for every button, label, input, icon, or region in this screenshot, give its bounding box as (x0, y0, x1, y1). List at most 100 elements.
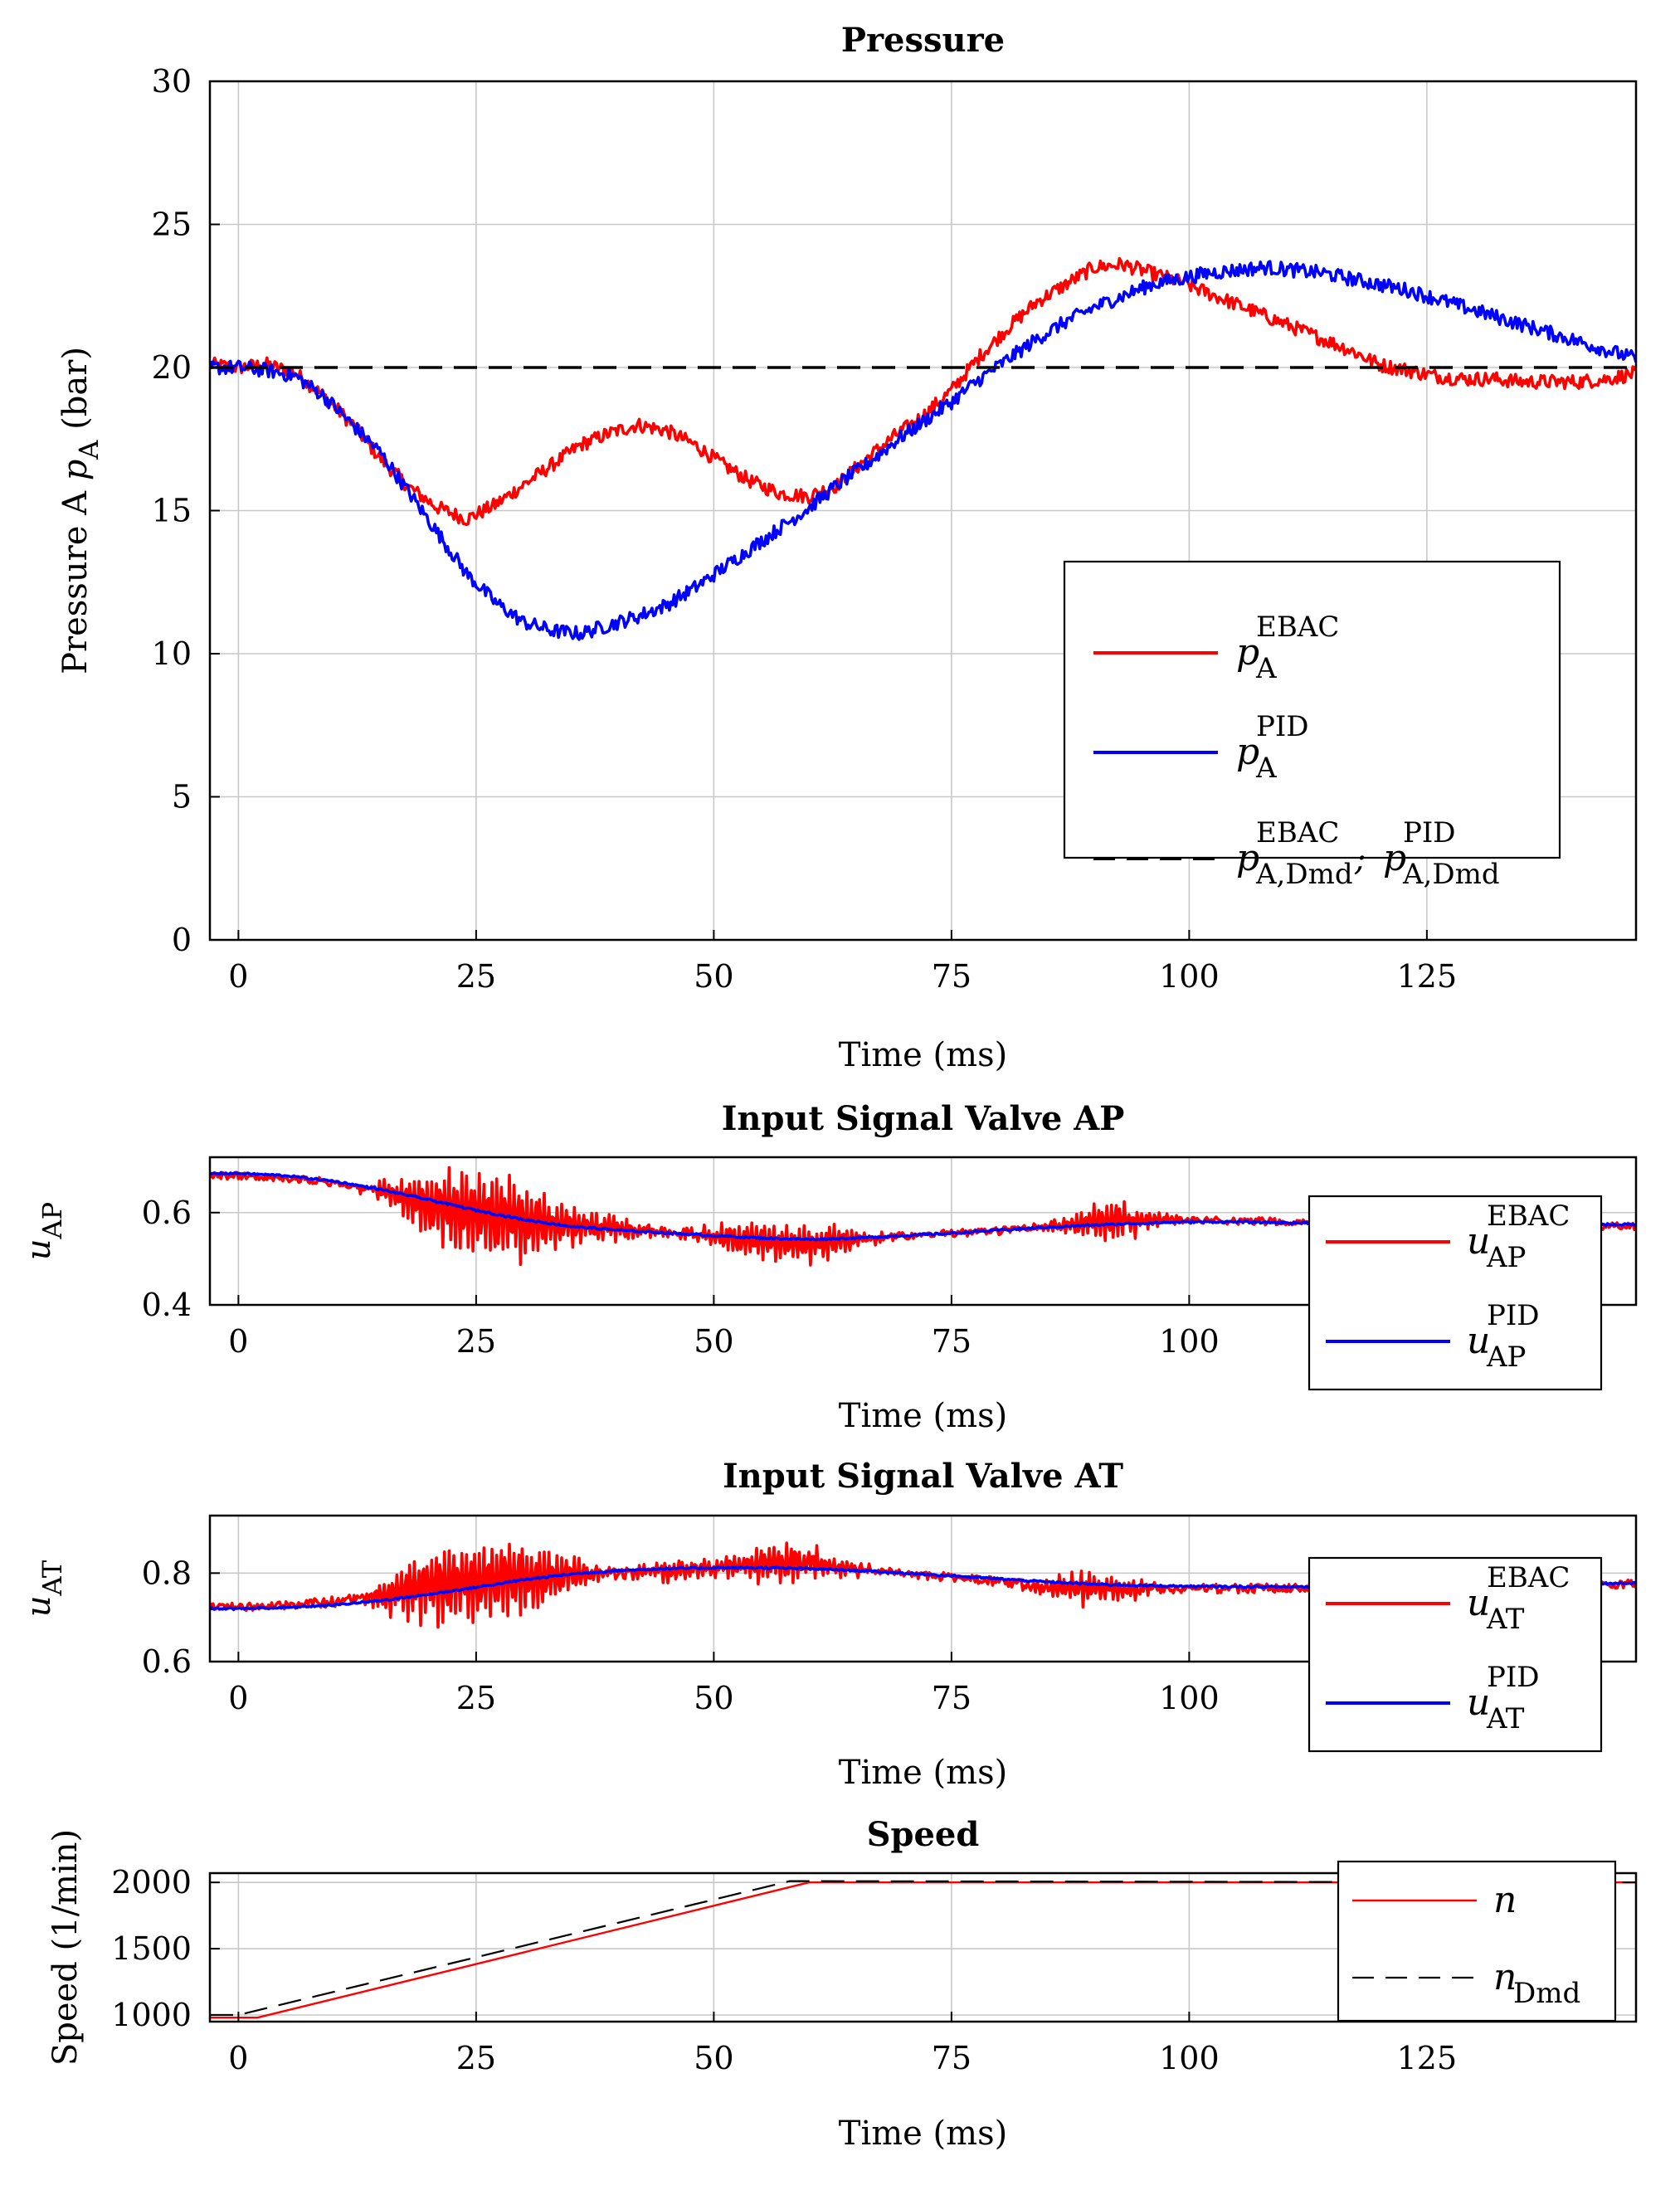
x-tick-label: 50 (694, 2040, 733, 2076)
x-axis-label: Time (ms) (839, 1754, 1007, 1792)
x-tick-label: 75 (932, 1680, 971, 1716)
x-tick-label: 125 (1397, 958, 1458, 995)
plot-frame (208, 1514, 1638, 1663)
x-tick-label: 0 (228, 2040, 248, 2076)
x-tick-label: 25 (456, 1680, 496, 1716)
y-axis-label: Pressure A pA (bar) (56, 347, 105, 674)
legend-variable: p (1383, 837, 1406, 879)
legend-superscript: EBAC (1487, 1200, 1570, 1233)
x-tick-label: 25 (456, 1323, 496, 1360)
legend-variable: u (1467, 1220, 1490, 1263)
plot-frame (208, 1871, 1638, 2023)
y-tick-label: 0.6 (142, 1643, 192, 1680)
y-tick-label: 20 (152, 349, 192, 386)
y-tick-label: 25 (152, 207, 192, 243)
x-tick-label: 75 (932, 958, 971, 995)
legend-variable: p (1236, 731, 1259, 773)
legend-box (1337, 1860, 1617, 2022)
y-tick-label: 0.8 (142, 1555, 192, 1591)
y-axis-label: uAT (20, 1560, 68, 1617)
legend-entry: uPID AT (1467, 1661, 1540, 1735)
chart-title: Pressure (841, 21, 1005, 60)
chart-title: Input Signal Valve AT (723, 1457, 1123, 1496)
x-tick-label: 100 (1159, 1680, 1220, 1716)
y-tick-label: 5 (172, 779, 192, 815)
legend-superscript: PID (1487, 1299, 1540, 1332)
x-tick-label: 0 (228, 1680, 248, 1716)
legend-box (1307, 1195, 1603, 1391)
x-axis-label: Time (ms) (839, 1397, 1007, 1435)
y-label-text: Speed (1/min) (46, 1829, 85, 2066)
legend-separator: ; (1354, 840, 1366, 878)
legend-entry: uPID AP (1467, 1299, 1540, 1374)
legend-variable: u (1467, 1582, 1490, 1624)
chart-title: Input Signal Valve AP (722, 1099, 1125, 1138)
y-label-unit: (bar) (56, 347, 95, 440)
y-tick-label: 15 (152, 493, 192, 529)
y-tick-label: 30 (152, 63, 192, 100)
x-axis-label: Time (ms) (839, 1036, 1007, 1074)
y-tick-label: 0.6 (142, 1195, 192, 1231)
y-tick-label: 10 (152, 635, 192, 672)
x-tick-label: 100 (1159, 958, 1220, 995)
legend-entry: uEBAC AP (1467, 1200, 1570, 1274)
legend-variable: n (1493, 1956, 1517, 1998)
legend-subscript: A,Dmd (1255, 858, 1353, 891)
legend-superscript: EBAC (1487, 1561, 1570, 1594)
legend-superscript: PID (1256, 710, 1309, 743)
legend-subscript: AT (1486, 1702, 1525, 1735)
legend-variable: u (1467, 1682, 1490, 1724)
chart-valve-ap: Input Signal Valve AP 0 25 50 75 100 0.4 0.6 Tim… (20, 1099, 1638, 1435)
y-label-variable: u (20, 1239, 58, 1260)
y-tick-label: 0.4 (142, 1287, 192, 1323)
x-tick-label: 50 (694, 1680, 733, 1716)
legend-variable: n (1493, 1879, 1517, 1921)
y-label-subscript: AP (37, 1202, 68, 1240)
x-tick-label: 75 (932, 2040, 971, 2076)
chart-valve-at: Input Signal Valve AT 0 25 50 75 100 0.6 0.8 Tim… (20, 1457, 1638, 1792)
legend-superscript: EBAC (1256, 816, 1339, 849)
series-group (210, 1880, 1636, 2019)
legend-entry: pEBAC A (1236, 611, 1339, 685)
plot-frame (208, 1156, 1638, 1307)
y-tick-label: 1500 (111, 1930, 192, 1967)
y-axis-label: Speed (1/min) (46, 1829, 85, 2066)
x-tick-label: 50 (694, 1323, 733, 1360)
legend-superscript: EBAC (1256, 611, 1339, 644)
legend-subscript: A (1255, 752, 1277, 785)
x-tick-label: 75 (932, 1323, 971, 1360)
legend-box (1063, 560, 1561, 859)
x-tick-label: 0 (228, 1323, 248, 1360)
legend-entry: uEBAC AT (1467, 1561, 1570, 1636)
chart-title: Speed (867, 1815, 980, 1854)
chart-speed: Speed 0 25 50 75 100 125 1000 1500 2000 Time (ms) S… (46, 1815, 1638, 2153)
legend-box (1307, 1556, 1603, 1753)
legend-superscript: PID (1487, 1661, 1540, 1694)
legend-subscript: AP (1486, 1341, 1526, 1374)
y-label-subscript: AT (37, 1560, 68, 1596)
x-tick-label: 25 (456, 2040, 496, 2076)
y-label-variable: u (20, 1595, 58, 1617)
y-label-text: Pressure A (56, 480, 95, 674)
legend-subscript: Dmd (1513, 1977, 1580, 2010)
series-line (210, 260, 1636, 641)
legend-entry: nDmd (1493, 1956, 1580, 2010)
legend-entry: pEBAC A,Dmd; pPID A,Dmd (1236, 816, 1500, 891)
y-tick-label: 2000 (111, 1864, 192, 1901)
legend-subscript: AP (1486, 1241, 1526, 1274)
x-tick-label: 50 (694, 958, 733, 995)
x-axis-label: Time (ms) (839, 2115, 1007, 2153)
y-tick-label: 0 (172, 922, 192, 958)
x-tick-label: 100 (1159, 1323, 1220, 1360)
legend-variable: u (1467, 1320, 1490, 1362)
x-tick-label: 125 (1397, 2040, 1458, 2076)
x-tick-label: 100 (1159, 2040, 1220, 2076)
chart-pressure: Pressure 0 25 50 75 100 125 0 5 10 15 20 25 30 Time (m… (56, 21, 1638, 1074)
legend-subscript: A (1255, 652, 1277, 685)
y-label-variable: p (56, 460, 95, 481)
legend-subscript: AT (1486, 1603, 1525, 1636)
